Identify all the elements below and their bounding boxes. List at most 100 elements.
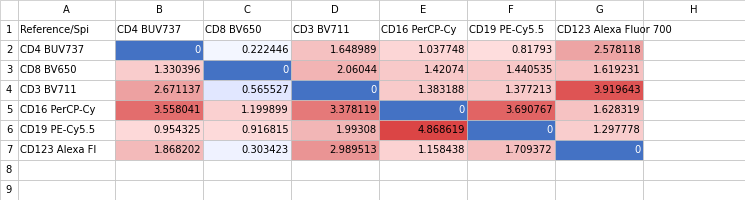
Text: 1.42074: 1.42074	[424, 65, 465, 75]
Bar	[643, 0, 745, 20]
Text: 3.690767: 3.690767	[505, 105, 553, 115]
Bar	[18, 100, 115, 120]
Text: 8: 8	[6, 165, 12, 175]
Text: 4: 4	[6, 85, 12, 95]
Text: 3.378119: 3.378119	[329, 105, 377, 115]
Text: 3.558041: 3.558041	[153, 105, 201, 115]
Text: E: E	[420, 5, 426, 15]
Bar	[203, 180, 291, 200]
Text: Reference/Spi: Reference/Spi	[20, 25, 89, 35]
Text: 1.648989: 1.648989	[329, 45, 377, 55]
Bar	[203, 100, 291, 120]
Bar	[291, 180, 379, 200]
Text: 0: 0	[194, 45, 201, 55]
Bar	[555, 40, 643, 60]
Bar	[0, 20, 18, 40]
Bar	[18, 80, 115, 100]
Text: 2.989513: 2.989513	[329, 145, 377, 155]
Bar	[291, 160, 379, 180]
Text: 1.99308: 1.99308	[336, 125, 377, 135]
Bar	[555, 180, 643, 200]
Text: 0: 0	[283, 65, 289, 75]
Text: H: H	[691, 5, 698, 15]
Text: 1.377213: 1.377213	[505, 85, 553, 95]
Bar	[467, 100, 555, 120]
Bar	[0, 140, 18, 160]
Bar	[18, 40, 115, 60]
Bar	[379, 180, 467, 200]
Text: 0: 0	[635, 145, 641, 155]
Bar	[379, 40, 467, 60]
Text: G: G	[595, 5, 603, 15]
Text: 1: 1	[6, 25, 12, 35]
Bar	[115, 40, 203, 60]
Bar	[18, 20, 115, 40]
Bar	[643, 120, 745, 140]
Bar	[115, 100, 203, 120]
Text: CD123 Alexa Fluor 700: CD123 Alexa Fluor 700	[557, 25, 672, 35]
Text: CD19 PE-Cy5.5: CD19 PE-Cy5.5	[469, 25, 544, 35]
Bar	[467, 120, 555, 140]
Text: A: A	[63, 5, 70, 15]
Bar	[467, 60, 555, 80]
Text: 1.330396: 1.330396	[153, 65, 201, 75]
Bar	[467, 20, 555, 40]
Bar	[203, 80, 291, 100]
Bar	[643, 100, 745, 120]
Text: 1.383188: 1.383188	[418, 85, 465, 95]
Bar	[0, 100, 18, 120]
Text: 2.06044: 2.06044	[336, 65, 377, 75]
Bar	[643, 160, 745, 180]
Text: 2.671137: 2.671137	[153, 85, 201, 95]
Bar	[379, 80, 467, 100]
Text: 1.037748: 1.037748	[418, 45, 465, 55]
Bar	[18, 160, 115, 180]
Text: 2: 2	[6, 45, 12, 55]
Bar	[0, 0, 18, 20]
Bar	[0, 40, 18, 60]
Text: 7: 7	[6, 145, 12, 155]
Bar	[467, 140, 555, 160]
Bar	[0, 80, 18, 100]
Bar	[115, 80, 203, 100]
Text: 0.222446: 0.222446	[241, 45, 289, 55]
Bar	[18, 0, 115, 20]
Bar	[379, 60, 467, 80]
Text: F: F	[508, 5, 514, 15]
Bar	[555, 160, 643, 180]
Bar	[115, 20, 203, 40]
Bar	[203, 120, 291, 140]
Bar	[18, 60, 115, 80]
Bar	[203, 20, 291, 40]
Bar	[555, 140, 643, 160]
Text: CD4 BUV737: CD4 BUV737	[20, 45, 84, 55]
Bar	[291, 40, 379, 60]
Bar	[643, 40, 745, 60]
Bar	[115, 180, 203, 200]
Bar	[467, 180, 555, 200]
Bar	[555, 80, 643, 100]
Bar	[291, 100, 379, 120]
Text: 5: 5	[6, 105, 12, 115]
Text: 1.158438: 1.158438	[418, 145, 465, 155]
Bar	[467, 160, 555, 180]
Bar	[379, 0, 467, 20]
Text: 0: 0	[371, 85, 377, 95]
Bar	[379, 20, 467, 40]
Text: D: D	[331, 5, 339, 15]
Bar	[379, 160, 467, 180]
Text: CD3 BV711: CD3 BV711	[20, 85, 77, 95]
Bar	[203, 40, 291, 60]
Text: 3: 3	[6, 65, 12, 75]
Bar	[18, 180, 115, 200]
Bar	[643, 180, 745, 200]
Bar	[467, 80, 555, 100]
Bar	[0, 60, 18, 80]
Text: CD123 Alexa Fl: CD123 Alexa Fl	[20, 145, 96, 155]
Bar	[115, 120, 203, 140]
Bar	[643, 20, 745, 40]
Text: 1.868202: 1.868202	[153, 145, 201, 155]
Text: CD16 PerCP-Cy: CD16 PerCP-Cy	[381, 25, 457, 35]
Text: CD16 PerCP-Cy: CD16 PerCP-Cy	[20, 105, 95, 115]
Bar	[203, 140, 291, 160]
